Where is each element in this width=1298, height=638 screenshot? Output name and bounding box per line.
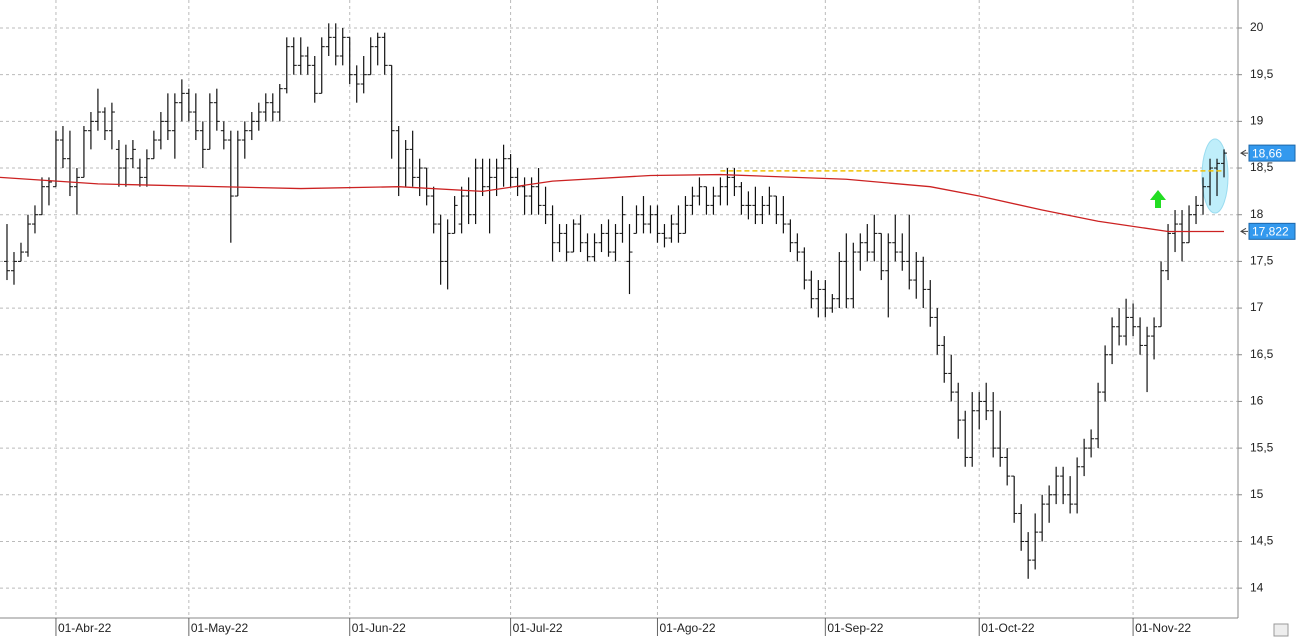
x-tick-label: 01-Jul-22 (513, 621, 563, 635)
corner-icon (1273, 623, 1289, 637)
y-tick-label: 15,5 (1250, 440, 1274, 454)
y-tick-label: 19,5 (1250, 67, 1274, 81)
x-tick-label: 01-Ago-22 (659, 621, 715, 635)
y-tick-label: 15 (1250, 487, 1264, 501)
x-tick-label: 01-May-22 (191, 621, 249, 635)
y-tick-label: 17,5 (1250, 254, 1274, 268)
price-label: 17,822 (1252, 225, 1289, 239)
y-tick-label: 14 (1250, 580, 1264, 594)
y-tick-label: 20 (1250, 20, 1264, 34)
price-label-box (1248, 144, 1296, 162)
price-label: 18,66 (1252, 146, 1282, 160)
y-tick-label: 17 (1250, 300, 1264, 314)
x-tick-label: 01-Abr-22 (58, 621, 112, 635)
y-tick-label: 16,5 (1250, 347, 1274, 361)
x-tick-label: 01-Oct-22 (981, 621, 1035, 635)
y-tick-label: 18 (1250, 207, 1264, 221)
price-pointer (1240, 149, 1248, 157)
price-pointer (1240, 227, 1248, 235)
y-tick-label: 16 (1250, 394, 1264, 408)
y-tick-label: 19 (1250, 114, 1264, 128)
x-tick-label: 01-Sep-22 (827, 621, 883, 635)
highlight-ellipse (1201, 138, 1229, 214)
up-arrow (1150, 190, 1166, 208)
x-tick-label: 01-Nov-22 (1135, 621, 1191, 635)
x-tick-label: 01-Jun-22 (352, 621, 406, 635)
moving-average (0, 173, 1225, 233)
y-tick-label: 18,5 (1250, 160, 1274, 174)
price-label-box (1248, 222, 1296, 240)
y-tick-label: 14,5 (1250, 534, 1274, 548)
